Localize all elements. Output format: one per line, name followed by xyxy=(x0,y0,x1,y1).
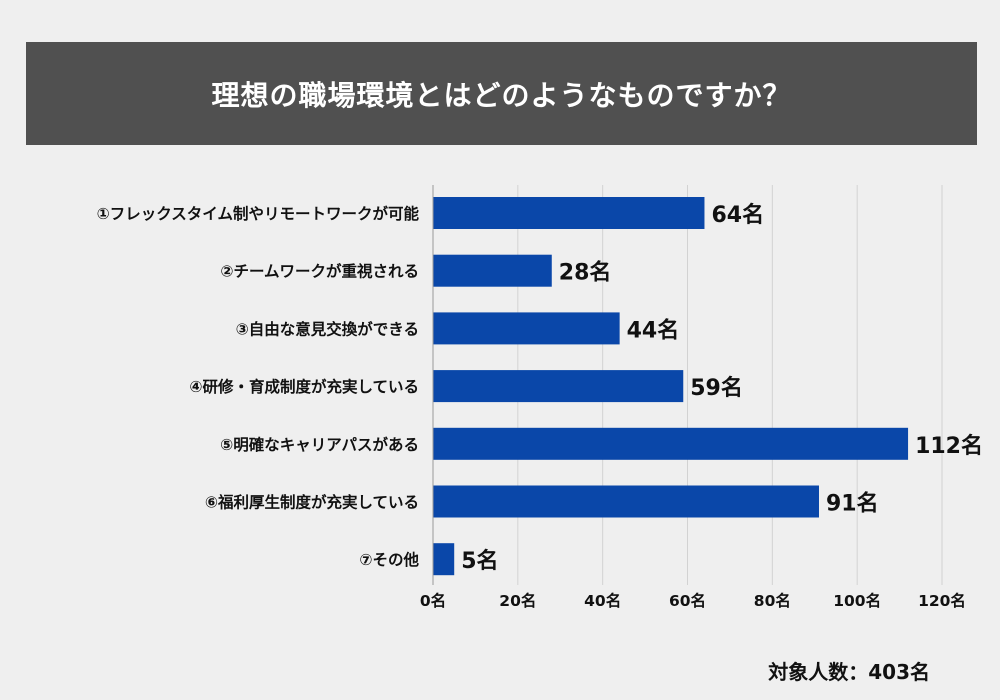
bar xyxy=(433,485,819,518)
bar xyxy=(433,254,552,287)
title-bar: 理想の職場環境とはどのようなものですか？ xyxy=(26,42,977,145)
value-label: 44名 xyxy=(627,317,680,343)
category-label: ⑥福利厚生制度が充実している xyxy=(205,493,419,512)
category-label: ⑤明確なキャリアパスがある xyxy=(220,435,419,454)
category-label: ⑦その他 xyxy=(359,550,419,569)
x-tick-label: 20名 xyxy=(499,591,536,610)
chart-title: 理想の職場環境とはどのようなものですか？ xyxy=(211,78,792,112)
category-label: ①フレックスタイム制やリモートワークが可能 xyxy=(97,204,420,223)
category-label: ③自由な意見交換ができる xyxy=(236,319,419,338)
x-tick-label: 100名 xyxy=(833,591,881,610)
value-label: 64名 xyxy=(711,202,764,228)
category-label: ④研修・育成制度が充実している xyxy=(189,377,419,396)
bar xyxy=(433,312,620,345)
x-tick-label: 0名 xyxy=(420,591,446,610)
bar xyxy=(433,197,705,229)
x-tick-label: 40名 xyxy=(584,591,621,610)
value-label: 91名 xyxy=(826,491,879,517)
bar xyxy=(433,370,684,403)
value-label: 28名 xyxy=(559,260,612,286)
value-label: 59名 xyxy=(690,375,743,401)
bar xyxy=(433,427,909,460)
respondent-count: 対象人数：403名 xyxy=(768,660,930,684)
x-tick-label: 120名 xyxy=(918,591,966,610)
bar xyxy=(433,543,455,576)
category-label: ②チームワークが重視される xyxy=(220,262,419,281)
x-tick-label: 60名 xyxy=(669,591,706,610)
value-label: 112名 xyxy=(915,433,983,459)
value-label: 5名 xyxy=(461,548,498,574)
x-tick-label: 80名 xyxy=(754,591,791,610)
